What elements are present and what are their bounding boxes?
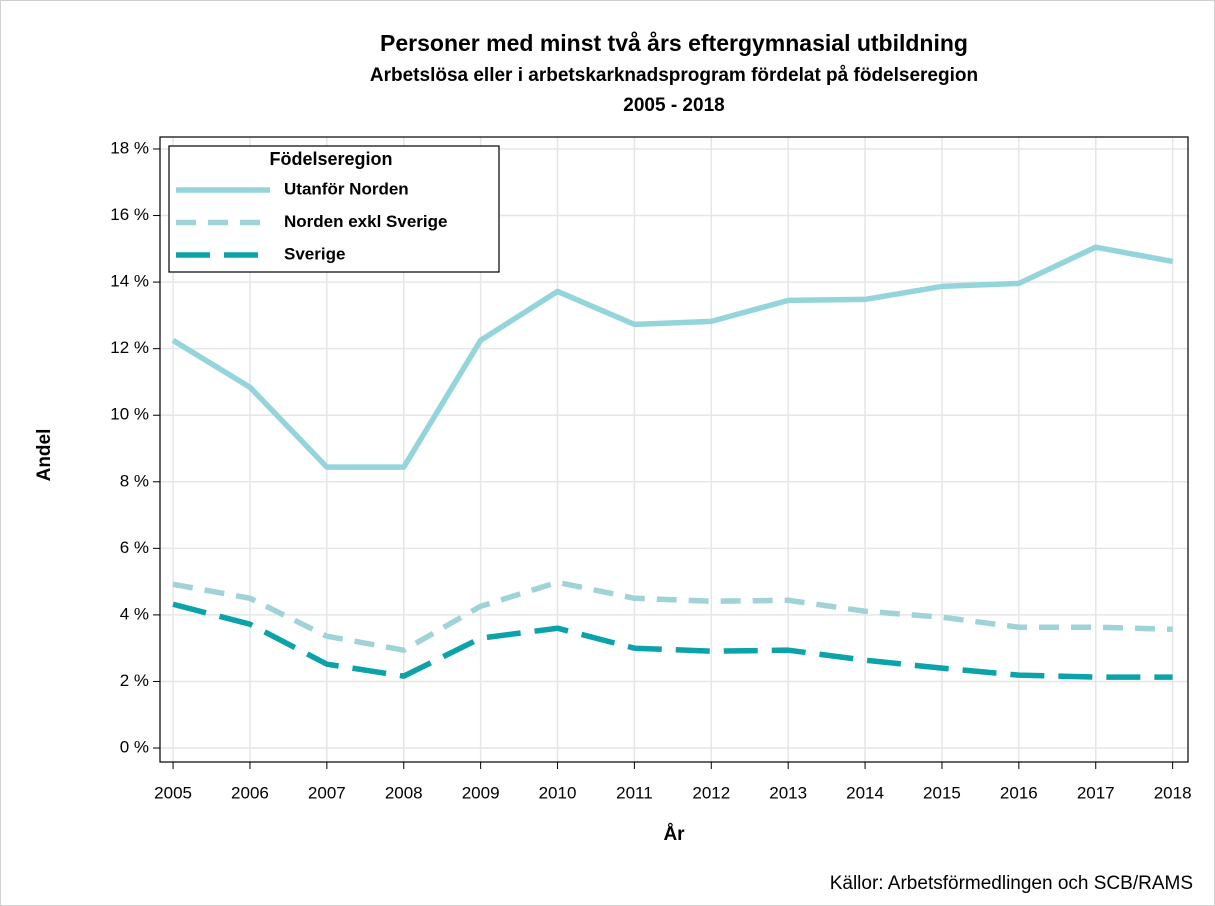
y-tick-label: 8 % xyxy=(120,471,149,490)
x-tick-label: 2010 xyxy=(539,783,577,802)
series-line xyxy=(171,244,1174,470)
series-line xyxy=(172,579,1173,653)
x-tick-label: 2014 xyxy=(846,783,884,802)
x-tick-label: 2017 xyxy=(1077,783,1115,802)
chart-subtitle: 2005 - 2018 xyxy=(623,95,724,116)
x-tick-label: 2012 xyxy=(692,783,730,802)
legend-label: Sverige xyxy=(284,244,345,263)
legend-label: Utanför Norden xyxy=(284,179,409,198)
y-tick-label: 6 % xyxy=(120,538,149,557)
x-tick-label: 2018 xyxy=(1154,783,1192,802)
x-tick-label: 2009 xyxy=(462,783,500,802)
legend-label: Norden exkl Sverige xyxy=(284,212,447,231)
y-tick-label: 14 % xyxy=(110,272,149,291)
y-tick-label: 10 % xyxy=(110,405,149,424)
x-tick-label: 2013 xyxy=(769,783,807,802)
plot-frame xyxy=(159,136,1189,763)
chart-subtitle: Arbetslösa eller i arbetskarknadsprogram… xyxy=(370,65,978,86)
x-tick-label: 2015 xyxy=(923,783,961,802)
legend-title: Födelseregion xyxy=(269,149,392,169)
x-tick-label: 2007 xyxy=(308,783,346,802)
y-tick-label: 2 % xyxy=(120,671,149,690)
y-tick-label: 0 % xyxy=(120,738,149,757)
x-tick-label: 2008 xyxy=(385,783,423,802)
y-tick-label: 18 % xyxy=(110,138,149,157)
x-tick-label: 2006 xyxy=(231,783,269,802)
y-tick-label: 4 % xyxy=(120,604,149,623)
x-tick-label: 2016 xyxy=(1000,783,1038,802)
x-axis-label: År xyxy=(663,824,685,845)
source-note: Källor: Arbetsförmedlingen och SCB/RAMS xyxy=(830,873,1193,894)
y-tick-label: 12 % xyxy=(110,338,149,357)
chart-title: Personer med minst två års eftergymnasia… xyxy=(380,30,968,56)
y-tick-label: 16 % xyxy=(110,205,149,224)
x-tick-label: 2011 xyxy=(616,783,653,802)
y-axis-label: Andel xyxy=(34,429,55,482)
legend-box xyxy=(168,145,500,273)
x-tick-label: 2005 xyxy=(154,783,192,802)
